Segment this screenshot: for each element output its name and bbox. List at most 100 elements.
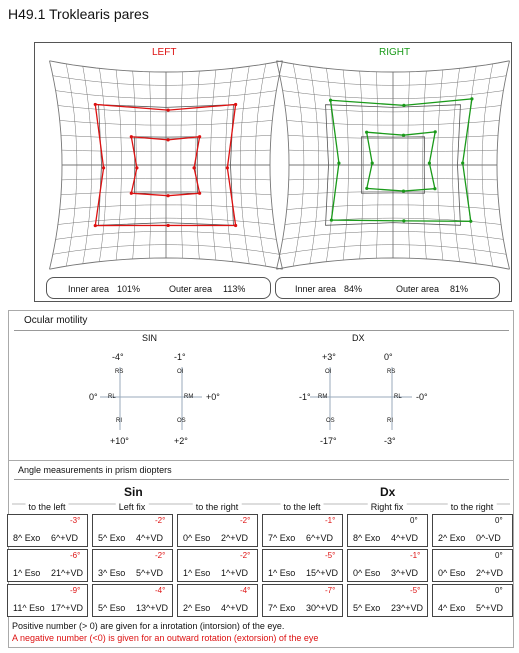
cell (7, 514, 88, 547)
torsion: -9° (70, 586, 81, 595)
point (166, 223, 170, 228)
muscle: OI (177, 369, 184, 375)
point (328, 98, 333, 102)
point (234, 102, 238, 107)
muscle: RI (116, 418, 122, 424)
note: A negative number (<0) is given for an o… (12, 633, 319, 643)
inner-area: 101% (117, 284, 141, 294)
point (135, 166, 139, 170)
note: Positive number (> 0) are given for a in… (12, 621, 285, 631)
column-header: to the right (192, 502, 242, 512)
grid-line (59, 204, 273, 210)
point (427, 161, 432, 165)
cell (7, 584, 88, 617)
point (433, 130, 437, 134)
vertical: 13^+VD (136, 603, 168, 613)
vertical: 4^+VD (136, 533, 163, 543)
horizontal: 2^ Exo (438, 533, 466, 543)
point (225, 166, 229, 170)
cell (177, 584, 258, 617)
column-header: to the right (447, 502, 497, 512)
inner-area: 84% (344, 284, 363, 294)
vertical: 6^+VD (306, 533, 333, 543)
value: -1° (299, 392, 311, 402)
point (370, 161, 374, 165)
cell (262, 549, 343, 582)
point (461, 161, 465, 165)
torsion: -2° (155, 516, 166, 525)
value: +3° (322, 352, 336, 362)
value: 0° (384, 352, 393, 362)
point (198, 135, 202, 139)
muscle: OS (326, 418, 335, 424)
point (329, 218, 334, 222)
grid-line (282, 231, 504, 240)
grid-line (279, 244, 507, 255)
inner-area-label: Inner area (295, 284, 337, 294)
value: -17° (320, 436, 337, 446)
value: +10° (110, 436, 129, 446)
cell (92, 514, 173, 547)
horizontal: 4^ Exo (438, 603, 466, 613)
vertical: 4^+VD (221, 603, 248, 613)
torsion: -1° (325, 516, 336, 525)
grid-line (55, 231, 277, 240)
column-header: to the left (280, 502, 324, 512)
cell (262, 584, 343, 617)
horizontal: 1^ Eso (13, 568, 41, 578)
vertical: 4^+VD (391, 533, 418, 543)
horizontal: 7^ Exo (268, 603, 296, 613)
grid-line (195, 71, 200, 259)
horizontal: 1^ Eso (183, 568, 211, 578)
value: +0° (206, 392, 220, 402)
cell (7, 549, 88, 582)
horizontal: 8^ Exo (353, 533, 381, 543)
horizontal: 0^ Eso (438, 568, 466, 578)
muscle: RS (387, 369, 396, 375)
torsion: -5° (410, 586, 421, 595)
point (433, 187, 437, 191)
torsion: -3° (70, 516, 81, 525)
horizontal: 5^ Exo (98, 533, 126, 543)
point (469, 219, 473, 223)
point (365, 186, 369, 191)
grid-line (276, 257, 510, 270)
section-title: Angle measurements in prism diopters (18, 465, 172, 475)
torsion: -4° (155, 586, 166, 595)
horizontal: 11^ Eso (13, 603, 45, 613)
hess-charts (49, 60, 510, 270)
point (93, 102, 97, 107)
grid-line (240, 66, 250, 264)
horizontal: 8^ Exo (13, 533, 41, 543)
vertical: 21^+VD (51, 568, 83, 578)
inner-area-label: Inner area (68, 284, 110, 294)
horizontal: 3^ Eso (98, 568, 126, 578)
cell (92, 584, 173, 617)
cell (432, 584, 513, 617)
torsion: -2° (155, 551, 166, 560)
point (166, 194, 170, 198)
torsion: -1° (410, 551, 421, 560)
grid-line (57, 217, 275, 225)
grid-line (287, 191, 499, 196)
point (129, 135, 133, 139)
outer-area-label: Outer area (169, 284, 213, 294)
outer-area: 113% (223, 284, 246, 294)
vertical: 1^+VD (221, 568, 248, 578)
cell (347, 549, 428, 582)
torsion: -7° (325, 586, 336, 595)
vertical: 0^-VD (476, 533, 501, 543)
vertical: 30^+VD (306, 603, 338, 613)
area-box (275, 277, 500, 299)
muscle: OI (325, 369, 332, 375)
outer-area-label: Outer area (396, 284, 440, 294)
torsion: 0° (495, 516, 503, 525)
horizontal: 7^ Exo (268, 533, 296, 543)
cell (262, 514, 343, 547)
torsion: -2° (240, 516, 251, 525)
vertical: 5^+VD (476, 603, 503, 613)
point (401, 133, 406, 137)
grid-line (254, 63, 267, 267)
column-header: to the left (25, 502, 69, 512)
